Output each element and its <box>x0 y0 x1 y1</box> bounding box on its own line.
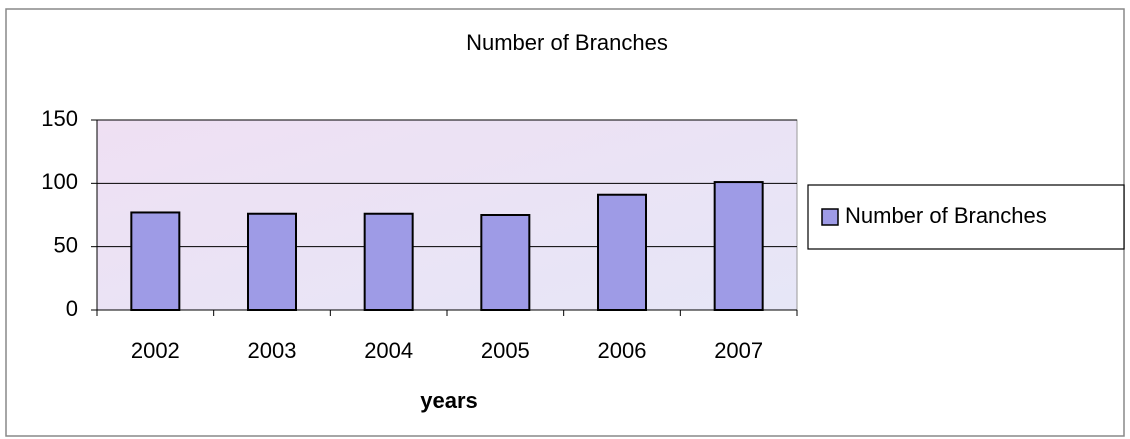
legend-box <box>807 184 1125 250</box>
legend-label: Number of Branches <box>845 203 1047 228</box>
x-axis-label: years <box>420 388 478 413</box>
y-tick-label: 50 <box>54 232 78 257</box>
x-tick-label: 2006 <box>598 338 647 363</box>
legend <box>807 184 1125 250</box>
bar <box>713 181 764 311</box>
bar <box>247 212 297 312</box>
y-tick-label: 100 <box>41 169 78 194</box>
bar <box>130 211 181 311</box>
x-tick-label: 2004 <box>364 338 413 363</box>
x-tick-label: 2003 <box>248 338 297 363</box>
x-tick-label: 2007 <box>714 338 763 363</box>
bar <box>363 212 414 312</box>
y-tick-label: 150 <box>41 106 78 131</box>
plot-area <box>96 119 798 311</box>
x-tick-label: 2005 <box>481 338 530 363</box>
bar <box>597 193 647 312</box>
legend-swatch <box>821 208 839 226</box>
y-tick-label: 0 <box>66 296 78 321</box>
x-tick-label: 2002 <box>131 338 180 363</box>
chart-title: Number of Branches <box>466 30 668 55</box>
bar <box>480 214 531 311</box>
